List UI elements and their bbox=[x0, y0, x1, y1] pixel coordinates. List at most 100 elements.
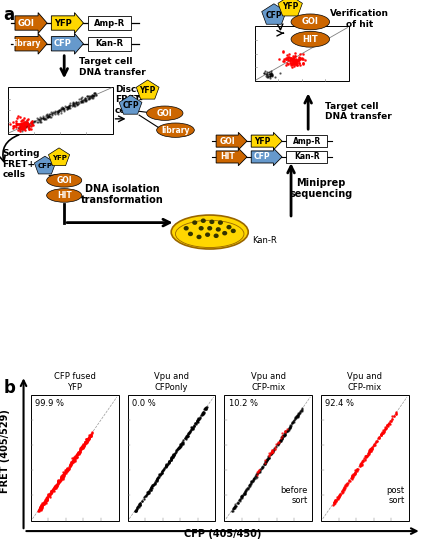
Point bbox=[342, 479, 349, 488]
Point bbox=[265, 71, 271, 80]
Point bbox=[136, 500, 143, 508]
Point bbox=[253, 472, 259, 480]
Point bbox=[132, 507, 139, 515]
Point bbox=[53, 481, 60, 490]
Point bbox=[59, 475, 66, 483]
Point bbox=[93, 91, 100, 100]
Point bbox=[381, 426, 388, 435]
Text: YFP: YFP bbox=[254, 136, 270, 146]
Point bbox=[80, 442, 86, 451]
Point bbox=[176, 441, 183, 450]
Point bbox=[279, 433, 286, 442]
Point bbox=[260, 460, 267, 468]
Point bbox=[288, 63, 295, 71]
Point bbox=[383, 422, 390, 431]
Point bbox=[86, 94, 92, 103]
Point bbox=[36, 506, 42, 515]
Point bbox=[279, 432, 286, 441]
Point bbox=[182, 433, 189, 442]
Point bbox=[284, 59, 291, 67]
Text: CFP: CFP bbox=[266, 11, 282, 19]
Point bbox=[83, 437, 90, 446]
Bar bbox=[8, 87, 113, 134]
Point bbox=[365, 451, 372, 460]
Point bbox=[167, 455, 174, 464]
Point bbox=[366, 446, 373, 454]
Point bbox=[267, 70, 274, 79]
Point bbox=[199, 410, 205, 419]
Point bbox=[342, 481, 349, 490]
Point bbox=[70, 458, 77, 466]
Point bbox=[88, 431, 95, 439]
Point bbox=[21, 122, 28, 131]
Point bbox=[46, 492, 53, 500]
Point bbox=[56, 106, 62, 114]
Point bbox=[63, 467, 70, 475]
Point bbox=[84, 435, 91, 444]
Point bbox=[82, 437, 89, 446]
Point bbox=[337, 491, 344, 500]
Point bbox=[294, 409, 301, 417]
Point bbox=[203, 404, 210, 412]
Point bbox=[241, 489, 248, 497]
Point bbox=[389, 415, 396, 424]
Text: 0.0 %: 0.0 % bbox=[132, 399, 155, 407]
Point bbox=[298, 406, 305, 415]
Point bbox=[231, 502, 238, 511]
Point bbox=[284, 425, 291, 434]
Point bbox=[260, 463, 267, 472]
Point bbox=[61, 467, 68, 476]
Text: b: b bbox=[3, 378, 15, 397]
Point bbox=[55, 478, 62, 487]
Point bbox=[17, 119, 24, 128]
Point bbox=[80, 442, 86, 451]
Point bbox=[71, 457, 78, 465]
Point bbox=[149, 481, 156, 489]
Point bbox=[267, 71, 273, 80]
Point bbox=[190, 424, 196, 433]
Point bbox=[60, 471, 67, 480]
Point bbox=[377, 430, 384, 439]
Point bbox=[147, 486, 154, 495]
Point bbox=[240, 490, 247, 499]
Point bbox=[294, 411, 301, 420]
Point bbox=[19, 116, 26, 125]
Point bbox=[252, 473, 259, 482]
Point bbox=[60, 471, 67, 479]
Point bbox=[163, 461, 170, 470]
Point bbox=[292, 60, 299, 68]
Point bbox=[363, 452, 370, 460]
Point bbox=[48, 488, 55, 497]
Text: library: library bbox=[161, 126, 190, 135]
Point bbox=[351, 469, 358, 478]
Point bbox=[145, 487, 152, 496]
Point bbox=[50, 485, 56, 494]
Point bbox=[283, 427, 290, 436]
Point bbox=[166, 458, 172, 467]
Point bbox=[267, 69, 274, 78]
Point bbox=[245, 483, 252, 492]
Point bbox=[276, 437, 283, 445]
Point bbox=[70, 456, 77, 465]
Point bbox=[55, 106, 62, 115]
Point bbox=[166, 458, 172, 467]
Point bbox=[231, 503, 238, 512]
Point bbox=[53, 482, 59, 491]
Point bbox=[339, 487, 346, 495]
Point bbox=[26, 120, 33, 128]
Point bbox=[273, 440, 279, 449]
Point bbox=[144, 489, 151, 497]
Point bbox=[247, 478, 254, 487]
Point bbox=[145, 487, 152, 495]
Point bbox=[286, 423, 293, 431]
Point bbox=[296, 54, 303, 63]
Point bbox=[293, 412, 300, 420]
Point bbox=[265, 451, 272, 460]
Point bbox=[172, 448, 179, 457]
Point bbox=[382, 424, 389, 433]
Point bbox=[282, 427, 288, 436]
Point bbox=[330, 499, 337, 507]
Point bbox=[378, 429, 385, 437]
Point bbox=[157, 469, 164, 478]
Point bbox=[42, 494, 49, 503]
